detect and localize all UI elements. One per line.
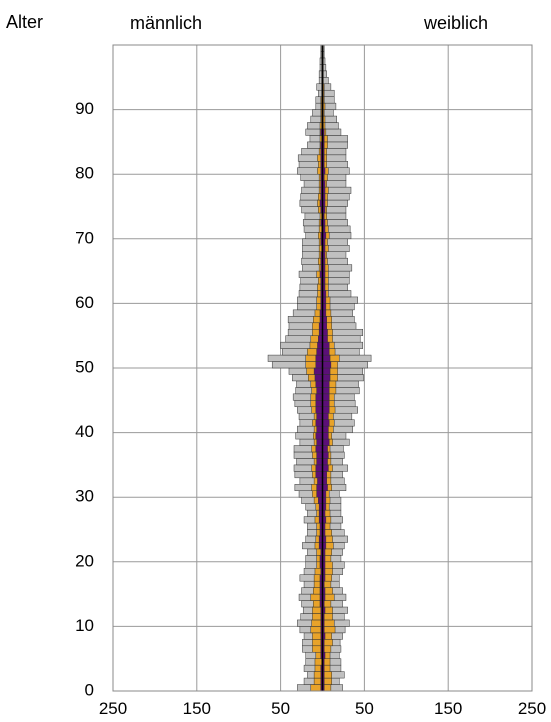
male-inner-bar bbox=[317, 477, 323, 485]
y-axis-title: Alter bbox=[6, 12, 43, 32]
male-inner-bar bbox=[313, 367, 323, 375]
plot-frame bbox=[112, 44, 533, 692]
female-inner-bar bbox=[322, 406, 330, 414]
x-tick-label: 150 bbox=[183, 699, 211, 718]
y-tick-label: 50 bbox=[75, 357, 94, 376]
male-inner-bar bbox=[315, 419, 323, 427]
male-inner-bar bbox=[316, 425, 323, 433]
female-inner-bar bbox=[322, 341, 330, 349]
y-tick-label: 70 bbox=[75, 228, 94, 247]
y-tick-label: 10 bbox=[75, 616, 94, 635]
female-inner-bar bbox=[322, 400, 330, 408]
x-tick-labels: 250 150 50 50 150 250 bbox=[99, 699, 546, 718]
female-inner-bar bbox=[322, 425, 329, 433]
female-inner-bar bbox=[322, 484, 328, 491]
female-inner-bar bbox=[322, 458, 328, 466]
y-tick-label: 20 bbox=[75, 551, 94, 570]
y-tick-labels: 0 10 20 30 40 50 60 70 80 90 bbox=[75, 99, 94, 699]
male-middle-bar bbox=[314, 658, 323, 666]
female-inner-bar bbox=[322, 438, 330, 446]
male-inner-bar bbox=[316, 438, 323, 446]
male-inner-bar bbox=[315, 471, 323, 479]
female-inner-bar bbox=[322, 348, 330, 356]
male-title: männlich bbox=[130, 13, 202, 33]
x-tick-label: 50 bbox=[271, 699, 290, 718]
male-inner-bar bbox=[316, 348, 323, 356]
male-inner-bar bbox=[314, 374, 323, 382]
female-inner-bar bbox=[322, 380, 330, 388]
female-inner-bar bbox=[322, 361, 332, 369]
male-inner-bar bbox=[315, 354, 323, 362]
plot-border bbox=[112, 44, 533, 692]
female-inner-bar bbox=[322, 367, 331, 375]
female-title: weiblich bbox=[423, 13, 488, 33]
male-inner-bar bbox=[316, 490, 323, 498]
female-inner-bar bbox=[322, 412, 329, 420]
female-inner-bar bbox=[322, 464, 329, 472]
female-inner-bar bbox=[322, 451, 329, 459]
female-inner-bar bbox=[322, 432, 329, 440]
female-inner-bar bbox=[322, 419, 330, 427]
female-inner-bar bbox=[322, 387, 330, 395]
y-tick-label: 60 bbox=[75, 293, 94, 312]
bars bbox=[267, 44, 372, 692]
x-tick-label: 250 bbox=[518, 699, 546, 718]
y-tick-label: 40 bbox=[75, 422, 94, 441]
male-inner-bar bbox=[315, 432, 323, 440]
female-inner-bar bbox=[322, 328, 328, 336]
male-inner-bar bbox=[315, 464, 323, 472]
male-inner-bar bbox=[315, 393, 323, 401]
x-tick-label: 250 bbox=[99, 699, 127, 718]
female-inner-bar bbox=[322, 354, 331, 362]
female-inner-bar bbox=[322, 445, 328, 453]
male-inner-bar bbox=[315, 400, 323, 408]
y-tick-label: 0 bbox=[85, 680, 94, 699]
male-inner-bar bbox=[316, 412, 323, 420]
male-inner-bar bbox=[315, 380, 323, 388]
female-inner-bar bbox=[322, 393, 330, 401]
x-tick-label: 50 bbox=[355, 699, 374, 718]
male-inner-bar bbox=[316, 387, 323, 395]
male-inner-bar bbox=[316, 484, 323, 491]
male-inner-bar bbox=[317, 341, 323, 349]
male-inner-bar bbox=[316, 458, 323, 466]
male-inner-bar bbox=[316, 451, 323, 459]
female-inner-bar bbox=[322, 335, 328, 343]
y-tick-label: 90 bbox=[75, 99, 94, 118]
male-inner-bar bbox=[315, 445, 323, 453]
male-inner-bar bbox=[315, 406, 323, 414]
y-tick-label: 80 bbox=[75, 164, 94, 183]
female-inner-bar bbox=[322, 374, 331, 382]
y-tick-label: 30 bbox=[75, 487, 94, 506]
male-inner-bar bbox=[315, 361, 323, 369]
x-tick-label: 150 bbox=[434, 699, 462, 718]
